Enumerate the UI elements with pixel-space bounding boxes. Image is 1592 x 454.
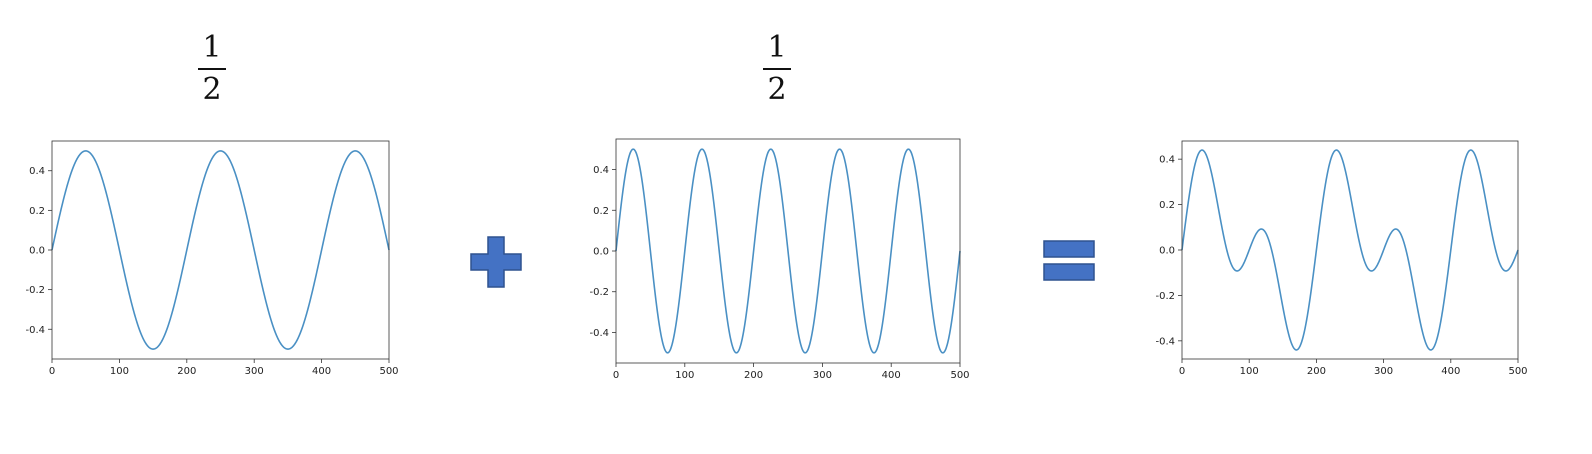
equals-icon [1043,240,1095,281]
x-tick-label: 200 [177,366,196,377]
y-tick-label: 0.0 [1159,246,1175,257]
y-tick-label: 0.2 [593,206,609,217]
x-tick-label: 400 [1441,366,1460,377]
x-tick-label: 0 [1179,366,1185,377]
x-tick-label: 100 [675,370,694,381]
y-tick-label: -0.4 [1155,336,1175,347]
x-tick-label: 0 [613,370,619,381]
series-line [51,150,390,350]
chart-2-svg: 0 100 200 300 400 500 -0.4 -0.2 0.0 0.2 0.4 [1155,140,1528,377]
y-tick-label: 0.0 [29,246,45,257]
coefficient-numerator: 1 [202,30,222,65]
x-tick-label: 300 [813,370,832,381]
x-tick-label: 400 [882,370,901,381]
y-tick-label: -0.4 [589,328,609,339]
y-tick-label: 0.4 [593,165,609,176]
y-tick-label: 0.2 [1159,200,1175,211]
series-line [1181,149,1519,351]
x-tick-label: 500 [1508,366,1527,377]
x-tick-label: 500 [950,370,969,381]
x-tick-label: 200 [744,370,763,381]
plot-frame [1181,140,1519,360]
x-tick-label: 100 [110,366,129,377]
series-line [615,148,961,354]
coefficient-denominator: 2 [767,72,787,107]
fraction-bar [198,68,226,70]
chart-0-svg: 0 100 200 300 400 500 -0.4 -0.2 0.0 0.2 0.4 [25,140,399,377]
y-tick-label: 0.2 [29,206,45,217]
coefficient-numerator: 1 [767,30,787,65]
coefficient-left: 1 2 [192,30,232,108]
y-tick-label: 0.4 [29,166,45,177]
coefficient-middle: 1 2 [757,30,797,108]
x-tick-label: 0 [49,366,55,377]
y-tick-label: -0.2 [589,287,609,298]
plus-icon [470,236,522,288]
x-tick-label: 100 [1240,366,1259,377]
fraction-bar [763,68,791,70]
y-tick-label: 0.0 [593,247,609,258]
equals-operator [1043,240,1095,286]
x-tick-label: 300 [1374,366,1393,377]
y-tick-label: -0.2 [1155,291,1175,302]
equals-bar-bottom [1043,263,1095,281]
y-tick-label: -0.2 [25,285,45,296]
plot-frame [51,140,390,360]
chart-sum: 0 100 200 300 400 500 -0.4 -0.2 0.0 0.2 0.4 [1150,130,1530,392]
chart-sine-high-frequency: 0 100 200 300 400 500 -0.4 -0.2 0.0 0.2 0.4 [584,128,969,390]
y-tick-label: -0.4 [25,325,45,336]
chart-sine-low-frequency: 0 100 200 300 400 500 -0.4 -0.2 0.0 0.2 0.4 [20,130,400,390]
x-tick-label: 500 [379,366,398,377]
y-tick-label: 0.4 [1159,155,1175,166]
plus-operator [470,236,522,292]
chart-1-svg: 0 100 200 300 400 500 -0.4 -0.2 0.0 0.2 0.4 [589,138,969,381]
equals-bar-top [1043,240,1095,258]
x-tick-label: 200 [1307,366,1326,377]
x-tick-label: 400 [312,366,331,377]
coefficient-denominator: 2 [202,72,222,107]
x-tick-label: 300 [245,366,264,377]
